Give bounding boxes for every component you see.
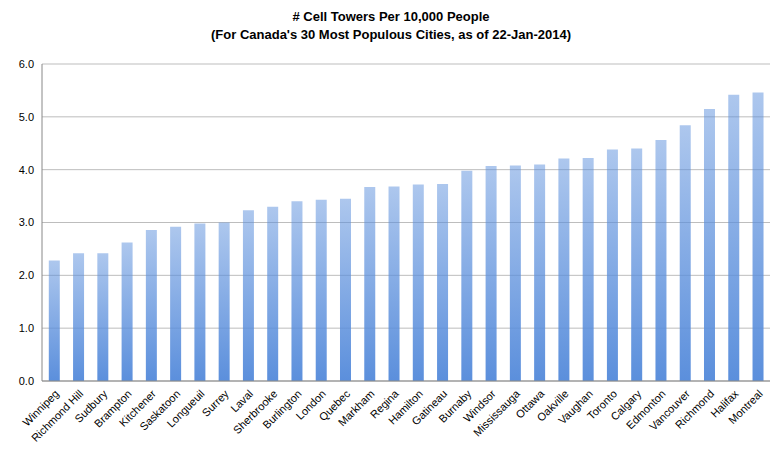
- svg-text:5.0: 5.0: [19, 111, 34, 123]
- svg-text:Longueuil: Longueuil: [164, 387, 207, 430]
- svg-text:Regina: Regina: [367, 387, 401, 421]
- svg-text:Richmond Hill: Richmond Hill: [28, 387, 86, 444]
- svg-text:Sherbrooke: Sherbrooke: [230, 387, 280, 437]
- svg-text:Markham: Markham: [336, 387, 377, 428]
- svg-text:Calgary: Calgary: [608, 387, 644, 423]
- svg-text:Surrey: Surrey: [200, 387, 232, 419]
- svg-text:6.0: 6.0: [19, 58, 34, 70]
- svg-text:4.0: 4.0: [19, 164, 34, 176]
- svg-text:Vancouver: Vancouver: [646, 387, 692, 433]
- svg-text:Edmonton: Edmonton: [623, 387, 668, 432]
- svg-text:Kitchener: Kitchener: [116, 387, 159, 429]
- html-text:(For Canada's 30 Most Populous: (For Canada's 30 Most Populous Cities, a…: [211, 27, 571, 42]
- svg-text:Gatineau: Gatineau: [409, 387, 450, 428]
- svg-text:Toronto: Toronto: [584, 387, 620, 422]
- svg-text:Mississauga: Mississauga: [470, 387, 523, 439]
- svg-text:3.0: 3.0: [19, 216, 34, 228]
- svg-text:Oakville: Oakville: [534, 387, 571, 424]
- svg-text:Richmond: Richmond: [672, 387, 717, 431]
- svg-text:Winnipeg: Winnipeg: [20, 387, 62, 429]
- svg-text:Laval: Laval: [228, 387, 256, 415]
- svg-text:Brampton: Brampton: [91, 387, 134, 430]
- html-text:# Cell Towers Per 10,000 Peopl: # Cell Towers Per 10,000 People: [292, 9, 490, 24]
- svg-text:Hamilton: Hamilton: [385, 387, 426, 427]
- svg-text:Ottawa: Ottawa: [513, 387, 547, 421]
- svg-text:Vaughan: Vaughan: [556, 387, 595, 426]
- svg-text:Saskatoon: Saskatoon: [137, 387, 183, 433]
- svg-text:Halifax: Halifax: [708, 387, 741, 420]
- svg-text:0.0: 0.0: [19, 375, 34, 387]
- svg-text:Burnaby: Burnaby: [436, 387, 474, 425]
- svg-text:Windsor: Windsor: [460, 387, 498, 425]
- svg-text:Montreal: Montreal: [726, 387, 765, 426]
- svg-text:London: London: [293, 387, 328, 422]
- svg-text:Sudbury: Sudbury: [72, 387, 110, 425]
- svg-text:Quebec: Quebec: [316, 387, 353, 424]
- svg-text:1.0: 1.0: [19, 322, 34, 334]
- svg-text:2.0: 2.0: [19, 269, 34, 281]
- svg-text:Burlington: Burlington: [260, 387, 304, 431]
